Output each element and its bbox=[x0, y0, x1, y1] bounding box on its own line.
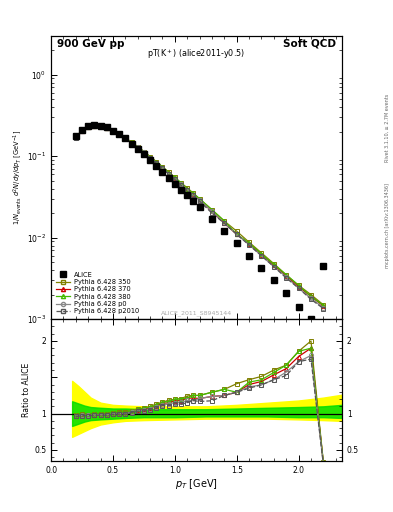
Y-axis label: $1/N_\mathrm{events}\;d^2N/dy/dp_T\;[\mathrm{GeV}^{-1}]$: $1/N_\mathrm{events}\;d^2N/dy/dp_T\;[\ma… bbox=[11, 130, 24, 225]
Text: ALICE_2011_S8945144: ALICE_2011_S8945144 bbox=[161, 311, 232, 316]
Text: Soft QCD: Soft QCD bbox=[283, 39, 336, 49]
Legend: ALICE, Pythia 6.428 350, Pythia 6.428 370, Pythia 6.428 380, Pythia 6.428 p0, Py: ALICE, Pythia 6.428 350, Pythia 6.428 37… bbox=[54, 270, 140, 316]
Y-axis label: Ratio to ALICE: Ratio to ALICE bbox=[22, 363, 31, 417]
Text: Rivet 3.1.10, ≥ 2.7M events: Rivet 3.1.10, ≥ 2.7M events bbox=[385, 94, 390, 162]
Text: 900 GeV pp: 900 GeV pp bbox=[57, 39, 125, 49]
X-axis label: $p_T$ [GeV]: $p_T$ [GeV] bbox=[175, 477, 218, 492]
Text: mcplots.cern.ch [arXiv:1306.3436]: mcplots.cern.ch [arXiv:1306.3436] bbox=[385, 183, 390, 268]
Text: pT(K$^+$) (alice2011-y0.5): pT(K$^+$) (alice2011-y0.5) bbox=[147, 47, 246, 61]
